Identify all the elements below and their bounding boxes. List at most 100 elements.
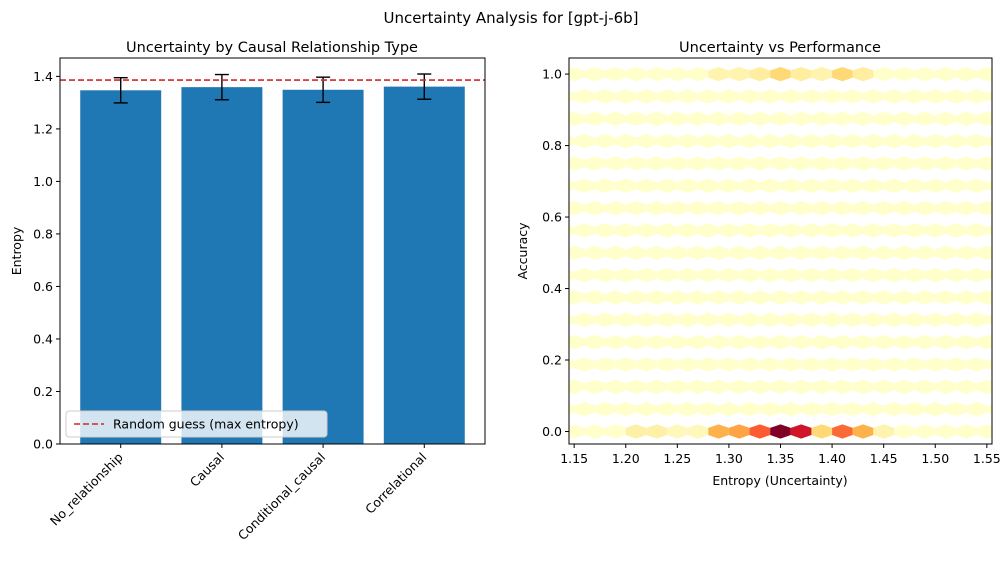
hexbin-y-tick-label: 1.0: [542, 67, 562, 82]
legend-box: [65, 410, 328, 438]
hexbin-cell: [615, 402, 637, 417]
hexbin-cell: [976, 66, 992, 82]
hexbin-cell: [569, 225, 575, 236]
hexbin-cell: [842, 312, 864, 327]
bar-y-tick-label: 0.4: [33, 331, 53, 346]
hexbin-cell: [728, 200, 750, 216]
hexbin-cell: [646, 245, 668, 260]
hexbin-cell: [976, 379, 992, 394]
hexbin-cell: [749, 66, 771, 82]
hexbin-cell: [569, 66, 585, 82]
hexbin-cell: [986, 135, 992, 147]
hexbin-cell: [832, 290, 853, 305]
hexbin-cell: [893, 66, 915, 82]
hexbin-cell: [615, 178, 637, 193]
hexbin-cell: [811, 334, 833, 350]
hexbin-cell: [739, 133, 760, 149]
hexbin-cell: [569, 180, 575, 192]
hexbin-cell: [821, 267, 843, 283]
hexbin-cell: [656, 357, 678, 372]
hexbin-cell: [636, 402, 657, 417]
hexbin-cell: [801, 357, 822, 372]
hexbin-cell: [605, 424, 626, 439]
hexbin-cell: [976, 111, 992, 126]
hexbin-cell: [873, 111, 894, 126]
hexbin-x-tick-label: 1.25: [663, 451, 691, 466]
hexbin-cell: [883, 178, 905, 193]
bar: [80, 90, 162, 444]
hexbin-cell: [615, 223, 637, 238]
hexbin-cell: [728, 379, 750, 394]
hexbin-cell: [945, 133, 967, 149]
hexbin-cell: [636, 223, 657, 238]
hexbin-cell: [687, 290, 709, 305]
hexbin-cell: [842, 133, 864, 149]
hexbin-cell: [770, 111, 791, 126]
bar-chart: Uncertainty by Causal Relationship Type …: [9, 40, 486, 543]
hexbin-cell: [569, 111, 585, 126]
hexbin-cell: [914, 334, 936, 350]
hexbin-cell: [759, 178, 781, 193]
hexbin-cell: [821, 133, 843, 149]
hexbin-cell: [739, 267, 760, 283]
hexbin-cell: [646, 334, 668, 350]
hexbin-cell: [749, 111, 771, 126]
hexbin-x-tick-label: 1.15: [560, 451, 588, 466]
hexbin-cell: [656, 178, 678, 193]
hexbin-cell: [893, 156, 915, 171]
hexbin-cell: [749, 156, 771, 171]
hexbin-cell: [863, 89, 884, 104]
hexbin-cell: [569, 314, 575, 326]
hexbin-cell: [790, 200, 812, 216]
hexbin-cell: [945, 223, 967, 238]
hexbin-cell: [852, 290, 874, 305]
hexbin-cell: [904, 89, 925, 104]
hexbin-chart-title: Uncertainty vs Performance: [679, 40, 881, 56]
hexbin-cell: [893, 334, 915, 350]
hexbin-cell: [924, 357, 946, 372]
hexbin-cell: [811, 156, 833, 171]
hexbin-cell: [569, 403, 575, 415]
hexbin-cell: [801, 312, 822, 327]
hexbin-cell: [574, 223, 595, 238]
hexbin-cell: [780, 312, 802, 327]
hexbin-cell: [615, 357, 637, 372]
hexbin-cell: [821, 89, 843, 104]
hexbin-cell: [873, 379, 894, 394]
hexbin-cell: [605, 334, 626, 350]
hexbin-cell: [687, 66, 709, 82]
hexbin-cell: [708, 111, 729, 126]
legend-label: Random guess (max entropy): [113, 417, 299, 432]
hexbin-cell: [904, 357, 925, 372]
hexbin-cell: [966, 357, 987, 372]
hexbin-cell: [625, 111, 647, 126]
hexbin-cell: [697, 223, 719, 238]
hexbin-cell: [687, 424, 709, 439]
hexbin-cell: [646, 111, 668, 126]
hexbin-cell: [677, 267, 698, 283]
hexbin-cell: [935, 156, 956, 171]
hexbin-cell: [986, 359, 992, 370]
hexbin-cell: [780, 267, 802, 283]
hexbin-cell: [677, 133, 698, 149]
hexbin-cell: [569, 424, 585, 439]
hexbin-cell: [584, 424, 606, 439]
hexbin-cell: [728, 156, 750, 171]
bar-y-tick-label: 1.2: [33, 121, 53, 136]
hexbin-cell: [687, 111, 709, 126]
hexbin-cell: [708, 245, 729, 260]
hexbin-cell: [646, 66, 668, 82]
hexbin-cell: [904, 267, 925, 283]
hexbin-cell: [749, 245, 771, 260]
hexbin-cell: [914, 290, 936, 305]
hexbin-cell: [708, 66, 729, 82]
hexbin-cell: [636, 312, 657, 327]
hexbin-cell: [852, 111, 874, 126]
hexbin-y-tick-label: 0.6: [542, 210, 562, 225]
hexbin-cell: [728, 424, 750, 439]
hexbin-cell: [708, 290, 729, 305]
hexbin-cell: [584, 66, 606, 82]
hexbin-cell: [574, 133, 595, 149]
hexbin-cell: [574, 89, 595, 104]
hexbin-x-tick-label: 1.50: [921, 451, 949, 466]
